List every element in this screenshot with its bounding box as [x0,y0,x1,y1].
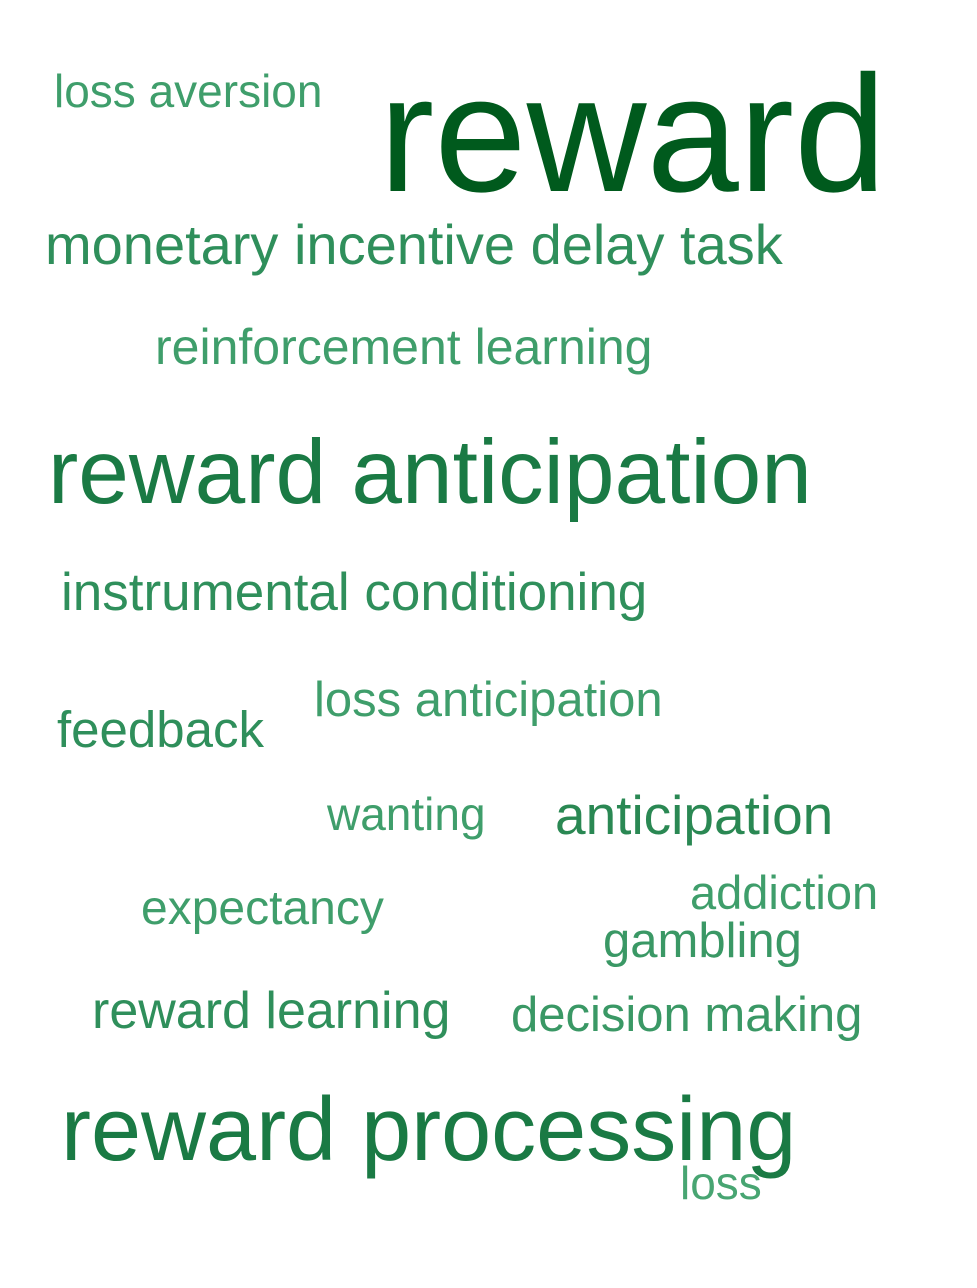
word-feedback: feedback [57,701,264,758]
word-loss-anticipation: loss anticipation [314,673,663,727]
word-expectancy: expectancy [141,882,384,935]
word-monetary-incentive-delay-task: monetary incentive delay task [45,213,783,276]
word-loss-aversion: loss aversion [54,65,323,117]
word-reward-learning: reward learning [92,982,451,1040]
word-addiction: addiction [690,866,879,919]
word-gambling: gambling [603,914,802,968]
word-instrumental-conditioning: instrumental conditioning [61,563,648,622]
word-reward-processing: reward processing [61,1080,797,1180]
word-anticipation: anticipation [555,784,834,846]
word-loss: loss [680,1157,762,1209]
word-decision-making: decision making [511,988,863,1042]
word-reinforcement-learning: reinforcement learning [155,319,653,375]
word-reward: reward [379,42,887,227]
word-reward-anticipation: reward anticipation [48,422,812,523]
word-wanting: wanting [327,788,486,840]
